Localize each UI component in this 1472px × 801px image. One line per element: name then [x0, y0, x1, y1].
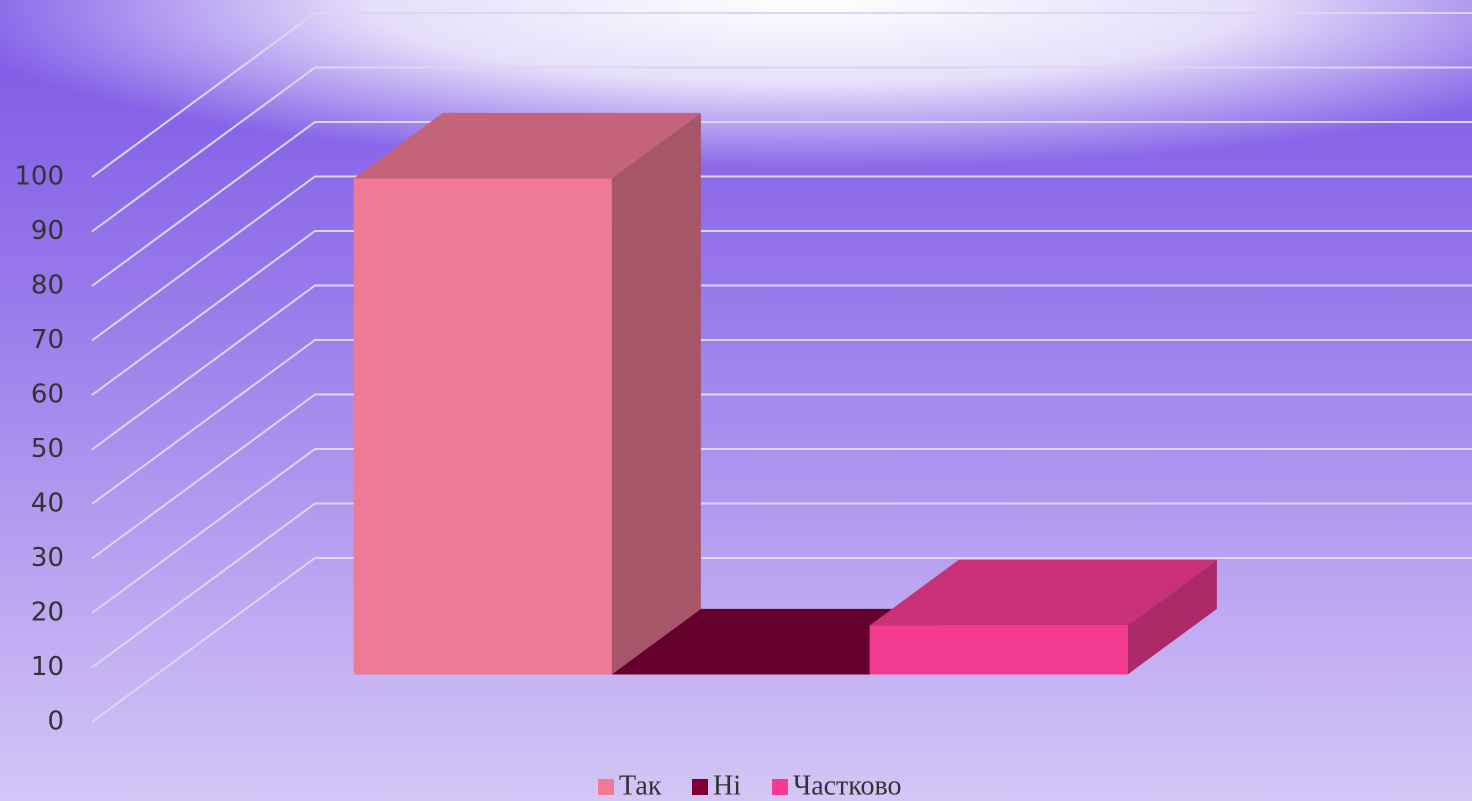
- grid-line: [91, 284, 1472, 451]
- legend-swatch: [692, 779, 708, 795]
- y-tick-label: 60: [31, 380, 64, 410]
- grid-line: [91, 502, 1472, 669]
- y-tick-label: 0: [47, 707, 64, 737]
- bar-top: [869, 559, 1217, 626]
- bar-top: [353, 112, 701, 179]
- bar: [353, 112, 701, 675]
- grid-line: [91, 66, 1472, 233]
- y-tick-label: 20: [31, 598, 64, 628]
- y-tick-label: 100: [14, 162, 64, 192]
- y-tick-label: 40: [31, 489, 64, 519]
- grid-line: [91, 121, 1472, 287]
- y-tick-label: 10: [31, 652, 64, 682]
- y-tick-label: 80: [31, 271, 64, 301]
- grid-line: [91, 175, 1472, 342]
- bar-side: [1127, 559, 1217, 675]
- grid-line: [91, 448, 1472, 614]
- bar-front: [353, 178, 612, 675]
- y-tick-label: 70: [31, 325, 64, 355]
- grid-line: [91, 12, 1472, 178]
- grid-line: [91, 557, 1472, 723]
- y-tick-label: 30: [31, 543, 64, 573]
- bar-front: [869, 625, 1128, 675]
- legend-swatch: [598, 779, 614, 795]
- bar-side: [611, 112, 701, 675]
- y-tick-label: 50: [31, 434, 64, 464]
- bar: [869, 559, 1217, 675]
- legend-label: Так: [619, 770, 662, 801]
- legend-label: Частково: [793, 770, 902, 801]
- grid-line: [91, 339, 1472, 505]
- legend-swatch: [772, 779, 788, 795]
- grid-line: [91, 393, 1472, 560]
- grid-line: [91, 230, 1472, 396]
- y-tick-label: 90: [31, 216, 64, 246]
- legend-label: Ні: [713, 770, 741, 801]
